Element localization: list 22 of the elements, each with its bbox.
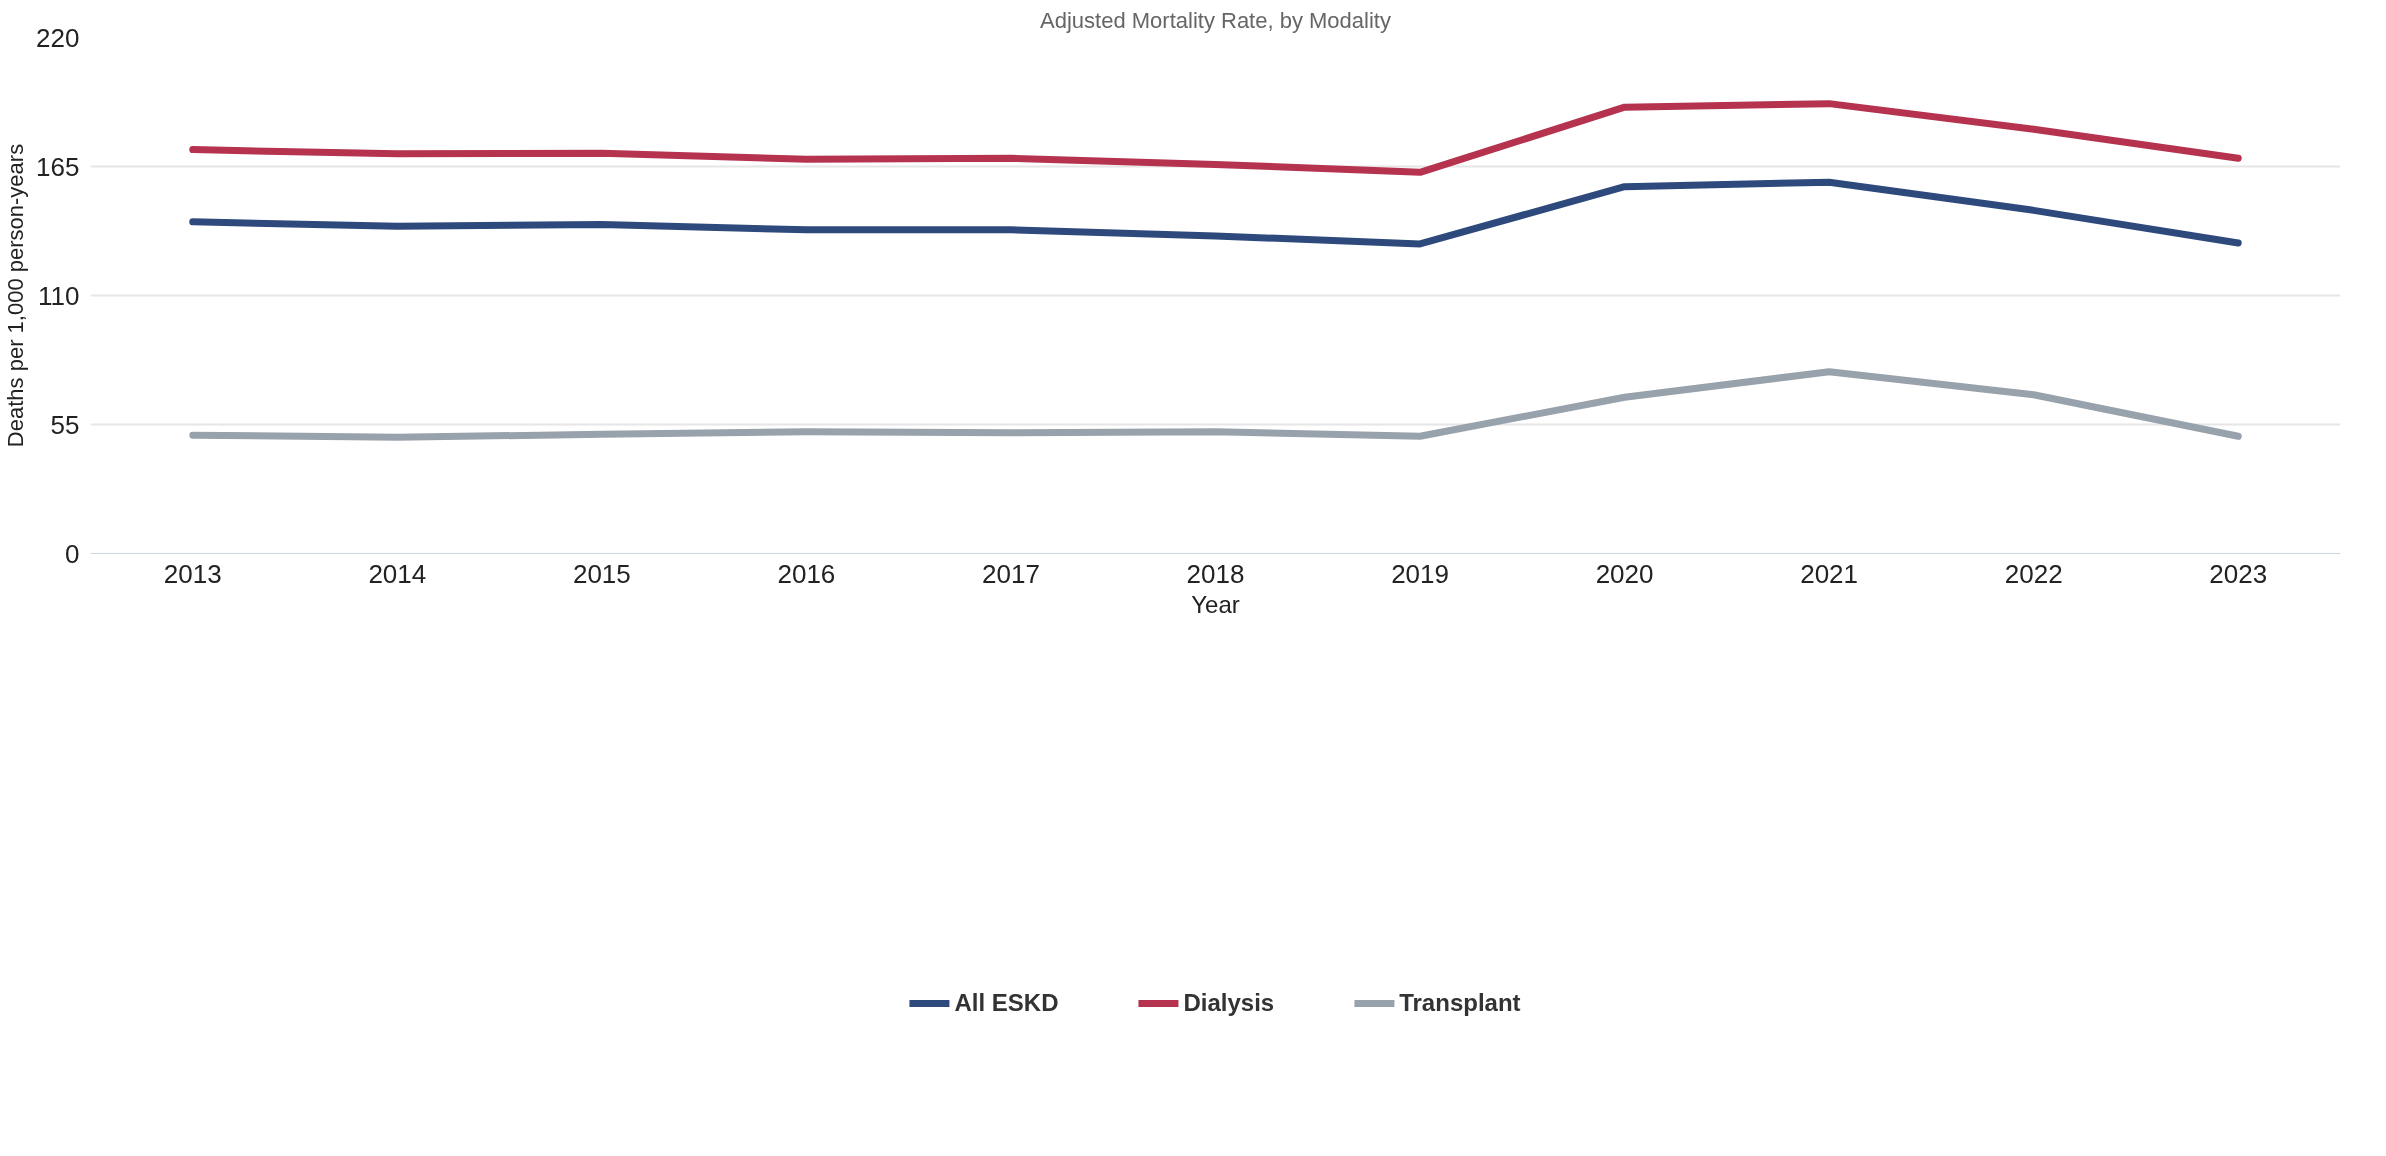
x-tick-label: 2015	[572, 558, 631, 589]
x-tick-label: 2018	[1186, 558, 1245, 589]
y-axis-title: Deaths per 1,000 person-years	[3, 143, 29, 448]
legend-label: Transplant	[1399, 989, 1521, 1017]
x-tick-label: 2017	[982, 558, 1040, 589]
chart-title: Adjusted Mortality Rate, by Modality	[1040, 7, 1391, 33]
y-tick-label: 110	[38, 280, 80, 311]
x-tick-label: 2016	[777, 558, 836, 589]
x-tick-label: 2021	[1800, 558, 1859, 589]
x-axis-title: Year	[1191, 590, 1240, 618]
legend-label: Dialysis	[1183, 989, 1275, 1017]
x-tick-label: 2014	[368, 558, 427, 589]
x-tick-label: 2020	[1595, 558, 1654, 589]
y-tick-label: 165	[36, 151, 80, 182]
x-tick-label: 2023	[2209, 558, 2268, 589]
x-tick-label: 2013	[163, 558, 222, 589]
y-tick-label: 220	[36, 22, 80, 53]
y-tick-label: 0	[65, 538, 80, 569]
y-tick-label: 55	[50, 409, 80, 440]
legend-label: All ESKD	[954, 989, 1059, 1017]
x-tick-label: 2022	[2004, 558, 2063, 589]
x-tick-label: 2019	[1391, 558, 1449, 589]
